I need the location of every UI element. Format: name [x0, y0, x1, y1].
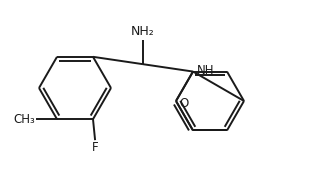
Text: NH₂: NH₂	[131, 25, 155, 38]
Text: O: O	[179, 96, 188, 110]
Text: NH: NH	[197, 64, 214, 77]
Text: CH₃: CH₃	[13, 113, 35, 126]
Text: F: F	[92, 141, 98, 154]
